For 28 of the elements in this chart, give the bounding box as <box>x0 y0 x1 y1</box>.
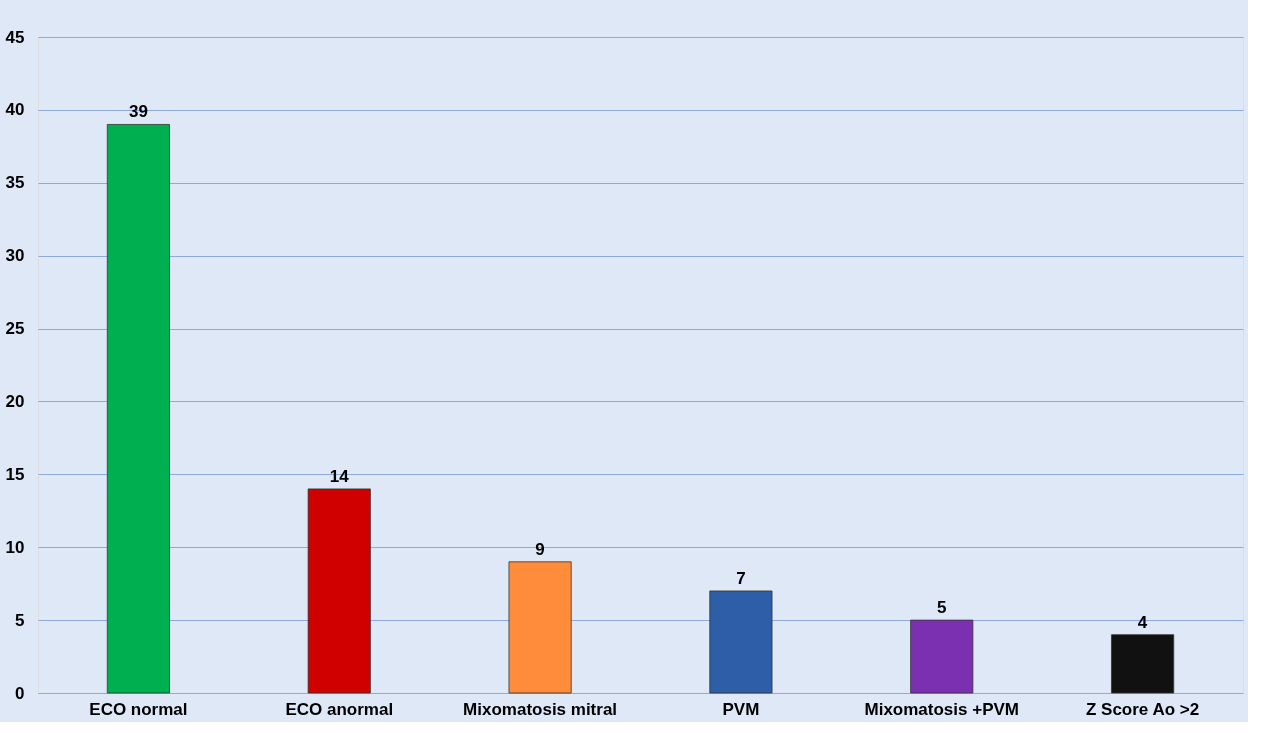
data-label: 4 <box>1137 612 1148 632</box>
y-tick-label: 30 <box>5 246 25 266</box>
data-label: 39 <box>128 102 148 122</box>
y-tick-label: 15 <box>5 464 25 484</box>
data-label: 9 <box>535 539 545 559</box>
x-tick-label: PVM <box>722 699 760 719</box>
data-label: 5 <box>937 598 947 618</box>
data-label: 7 <box>736 568 746 588</box>
x-tick-label: Mixomatosis mitral <box>463 699 618 719</box>
y-tick-label: 25 <box>5 319 25 339</box>
x-tick-label: Z Score Ao >2 <box>1085 699 1200 719</box>
bar <box>910 619 974 694</box>
bar <box>307 488 371 694</box>
y-tick-label: 0 <box>15 683 25 703</box>
y-tick-label: 45 <box>5 27 25 47</box>
x-tick-label: ECO anormal <box>285 699 394 719</box>
y-tick-label: 5 <box>15 610 25 630</box>
x-tick-label: ECO normal <box>89 699 188 719</box>
x-tick-label: Mixomatosis +PVM <box>864 699 1019 719</box>
bar <box>106 124 170 694</box>
y-tick-label: 10 <box>5 537 25 557</box>
bar <box>709 590 773 694</box>
y-tick-label: 40 <box>5 100 25 120</box>
y-tick-label: 35 <box>5 173 25 193</box>
bar <box>508 561 572 694</box>
data-label: 14 <box>329 466 350 486</box>
y-tick-label: 20 <box>5 391 25 411</box>
bar <box>1111 634 1175 694</box>
